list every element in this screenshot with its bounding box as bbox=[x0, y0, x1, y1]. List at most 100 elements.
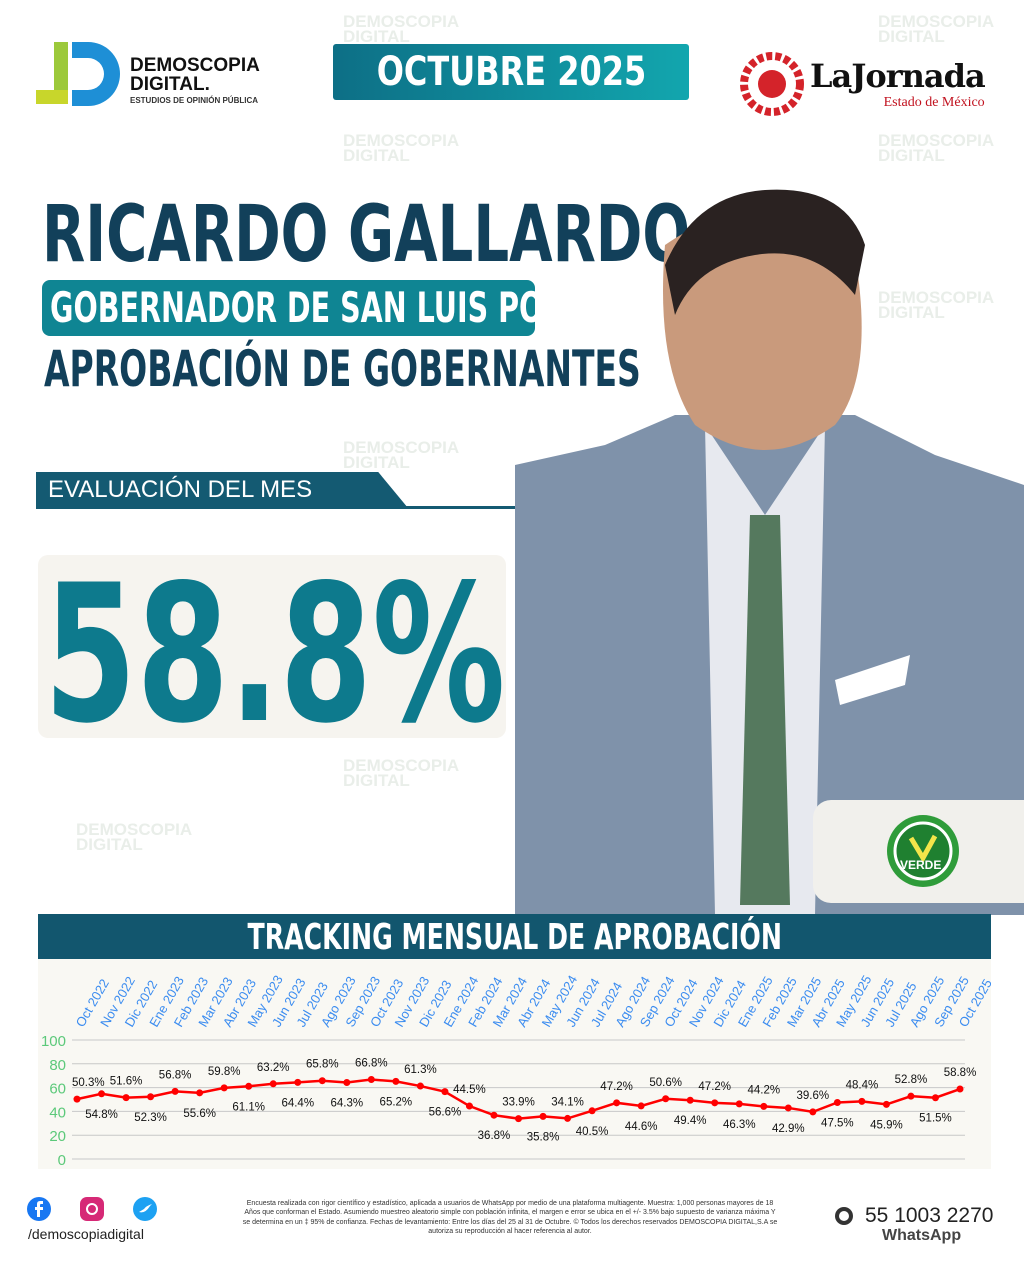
whatsapp-icon bbox=[835, 1207, 853, 1225]
data-point bbox=[931, 1094, 939, 1102]
data-point bbox=[220, 1084, 228, 1092]
data-label: 52.3% bbox=[134, 1112, 167, 1124]
data-point bbox=[441, 1088, 449, 1096]
data-point bbox=[686, 1096, 694, 1104]
data-point bbox=[392, 1077, 400, 1085]
y-tick-label: 80 bbox=[49, 1057, 66, 1074]
data-point bbox=[245, 1082, 253, 1090]
data-label: 48.4% bbox=[846, 1079, 879, 1091]
y-tick-label: 0 bbox=[58, 1152, 66, 1169]
section-subtitle: APROBACIÓN DE GOBERNANTES bbox=[44, 340, 641, 398]
data-point bbox=[416, 1082, 424, 1090]
data-point bbox=[73, 1095, 81, 1103]
data-point bbox=[490, 1111, 498, 1119]
data-point bbox=[122, 1094, 130, 1102]
data-point bbox=[809, 1108, 817, 1116]
data-label: 45.9% bbox=[870, 1119, 903, 1131]
data-point bbox=[784, 1104, 792, 1112]
data-label: 59.8% bbox=[208, 1066, 241, 1078]
watermark: DEMOSCOPIA DIGITAL bbox=[878, 288, 995, 322]
data-label: 46.3% bbox=[723, 1119, 756, 1131]
social-icons bbox=[26, 1196, 158, 1222]
verde-party-logo-icon bbox=[887, 815, 959, 887]
data-label: 52.8% bbox=[895, 1074, 928, 1086]
data-point bbox=[147, 1093, 155, 1101]
phone-number[interactable]: 55 1003 2270 bbox=[865, 1204, 994, 1227]
data-label: 64.4% bbox=[281, 1097, 314, 1109]
data-label: 50.6% bbox=[649, 1077, 682, 1089]
demoscopia-logo-icon bbox=[36, 42, 120, 106]
twitter-icon[interactable] bbox=[132, 1196, 158, 1222]
watermark: DEMOSCOPIA DIGITAL bbox=[343, 131, 460, 165]
month-badge: OCTUBRE 2025 bbox=[333, 44, 689, 100]
brand-name: DEMOSCOPIA DIGITAL. ESTUDIOS DE OPINIÓN … bbox=[130, 55, 260, 105]
data-label: 35.8% bbox=[527, 1131, 560, 1143]
data-label: 42.9% bbox=[772, 1123, 805, 1135]
data-label: 44.2% bbox=[747, 1084, 780, 1096]
eval-label: EVALUACIÓN DEL MES bbox=[36, 472, 408, 508]
party-label: VERDE bbox=[900, 858, 942, 872]
data-label: 49.4% bbox=[674, 1115, 707, 1127]
data-point bbox=[343, 1078, 351, 1086]
data-point bbox=[171, 1087, 179, 1095]
data-label: 47.5% bbox=[821, 1117, 854, 1129]
data-label: 47.2% bbox=[698, 1081, 731, 1093]
data-label: 40.5% bbox=[576, 1126, 609, 1138]
data-point bbox=[465, 1102, 473, 1110]
watermark: DEMOSCOPIA DIGITAL bbox=[343, 756, 460, 790]
data-label: 33.9% bbox=[502, 1097, 535, 1109]
data-label: 65.8% bbox=[306, 1059, 339, 1071]
data-label: 56.6% bbox=[429, 1107, 462, 1119]
data-point bbox=[637, 1102, 645, 1110]
data-label: 34.1% bbox=[551, 1096, 584, 1108]
politician-name: RICARDO GALLARDO bbox=[42, 190, 691, 280]
divider bbox=[36, 506, 516, 509]
data-point bbox=[760, 1102, 768, 1110]
data-point bbox=[515, 1115, 522, 1123]
data-label: 36.8% bbox=[478, 1130, 511, 1142]
politician-photo bbox=[515, 189, 1024, 915]
data-point bbox=[294, 1078, 302, 1086]
data-point bbox=[711, 1099, 719, 1107]
data-point bbox=[367, 1076, 375, 1084]
data-point bbox=[564, 1114, 572, 1122]
facebook-icon[interactable] bbox=[26, 1196, 52, 1222]
watermark: DEMOSCOPIA DIGITAL bbox=[76, 820, 193, 854]
data-point bbox=[858, 1097, 866, 1105]
chart-title: TRACKING MENSUAL DE APROBACIÓN bbox=[38, 914, 991, 959]
data-point bbox=[613, 1099, 621, 1107]
data-label: 51.6% bbox=[110, 1076, 143, 1088]
data-label: 50.3% bbox=[72, 1077, 105, 1089]
data-point bbox=[735, 1100, 743, 1108]
data-point bbox=[196, 1089, 204, 1097]
y-tick-label: 40 bbox=[49, 1104, 66, 1121]
data-label: 55.6% bbox=[183, 1108, 216, 1120]
watermark: DEMOSCOPIA DIGITAL bbox=[878, 131, 995, 165]
eval-value: 58.8% bbox=[44, 544, 506, 765]
sun-logo-icon bbox=[740, 52, 804, 116]
data-label: 66.8% bbox=[355, 1058, 388, 1070]
data-point bbox=[318, 1077, 326, 1085]
data-point bbox=[539, 1112, 547, 1120]
watermark: DEMOSCOPIA DIGITAL bbox=[878, 12, 995, 46]
data-label: 61.1% bbox=[232, 1101, 265, 1113]
party-badge: VERDE bbox=[813, 800, 1024, 903]
watermark: DEMOSCOPIA DIGITAL bbox=[343, 438, 460, 472]
data-point bbox=[98, 1090, 106, 1098]
data-label: 58.8% bbox=[944, 1067, 977, 1079]
data-label: 44.5% bbox=[453, 1084, 486, 1096]
data-label: 47.2% bbox=[600, 1081, 633, 1093]
data-point bbox=[833, 1098, 841, 1106]
whatsapp-label: WhatsApp bbox=[882, 1227, 962, 1244]
instagram-icon[interactable] bbox=[79, 1196, 105, 1222]
data-label: 64.3% bbox=[331, 1097, 364, 1109]
y-tick-label: 60 bbox=[49, 1081, 66, 1098]
watermark: DEMOSCOPIA DIGITAL bbox=[343, 12, 460, 46]
value-box bbox=[38, 555, 506, 738]
data-label: 44.6% bbox=[625, 1121, 658, 1133]
data-point bbox=[882, 1100, 890, 1108]
data-point bbox=[588, 1107, 596, 1115]
data-point bbox=[662, 1095, 670, 1103]
social-handle[interactable]: /demoscopiadigital bbox=[28, 1226, 144, 1242]
